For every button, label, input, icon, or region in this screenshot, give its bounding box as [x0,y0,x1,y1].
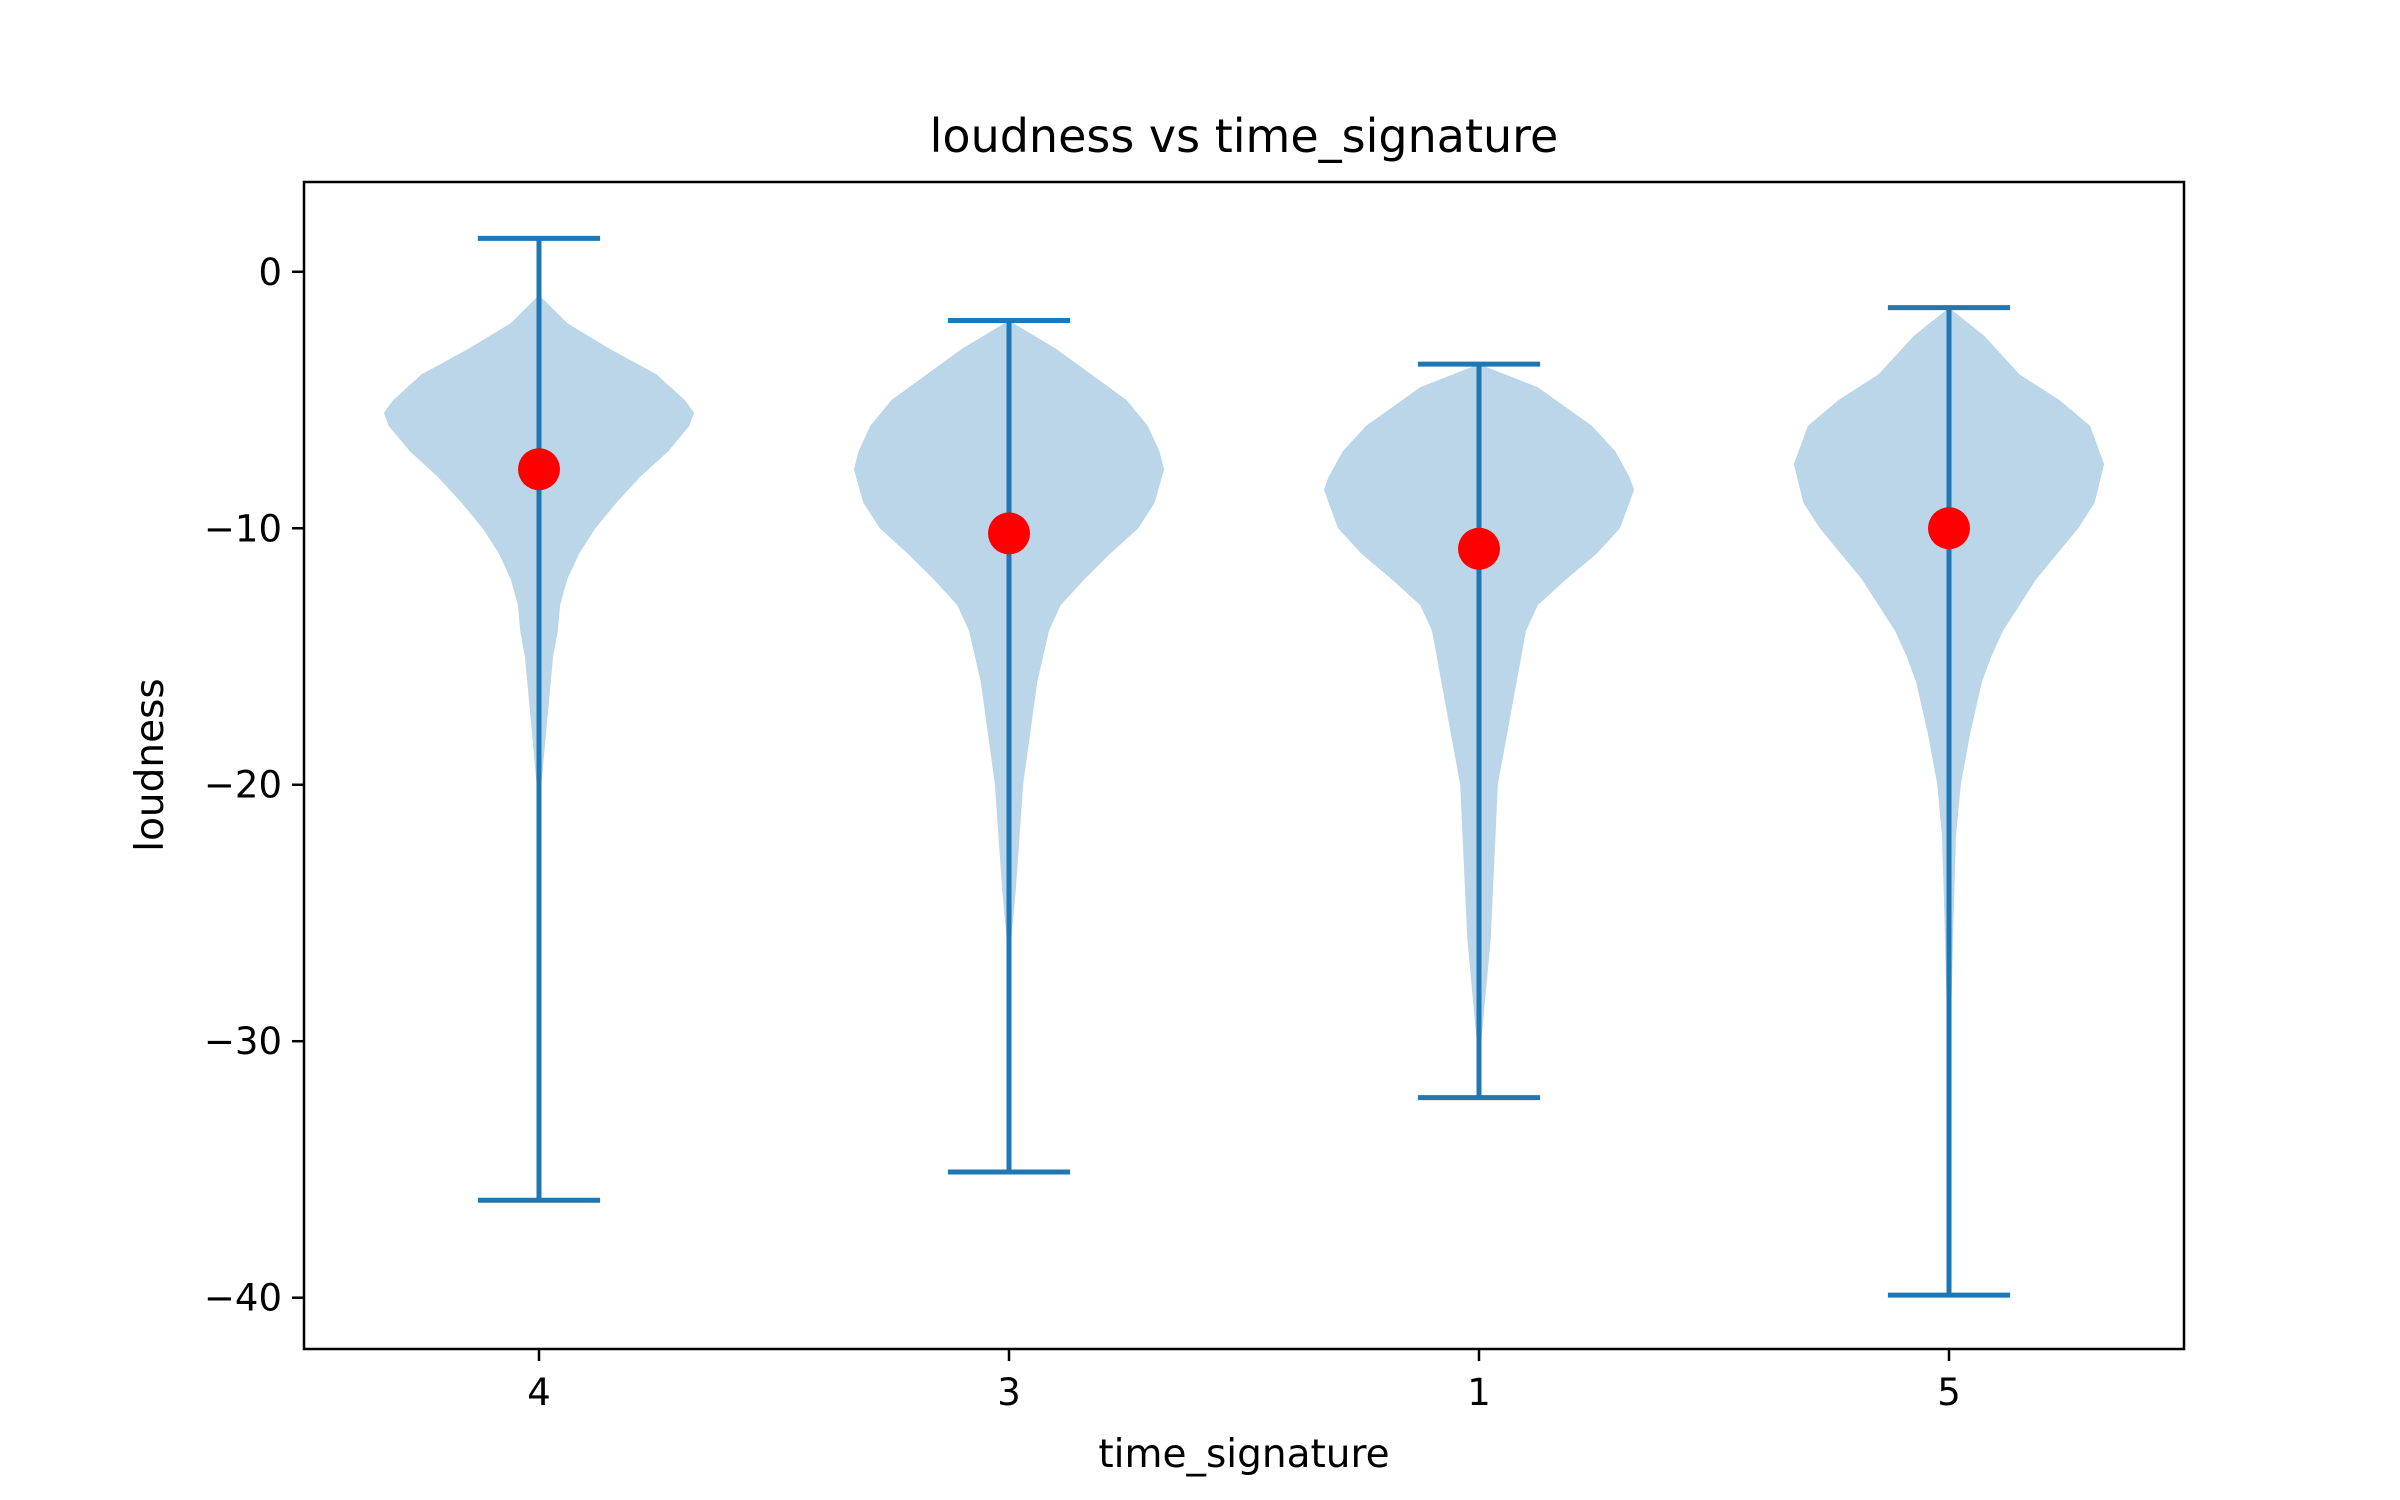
x-axis-label: time_signature [1098,1432,1389,1477]
y-tick-label: −20 [204,764,282,807]
chart-title: loudness vs time_signature [930,109,1559,163]
mean-marker-3 [988,512,1030,555]
mean-marker-1 [1458,527,1500,570]
y-tick-label: −10 [204,507,282,550]
x-tick-label: 5 [1937,1371,1961,1414]
mean-marker-4 [518,448,560,491]
y-tick-label: −30 [204,1020,282,1063]
y-tick-label: −40 [204,1277,282,1320]
x-tick-label: 3 [997,1371,1021,1414]
y-axis: 0 −10 −20 −30 −40 [204,251,304,1320]
y-tick-label: 0 [258,251,282,294]
plot-frame [302,180,2186,1351]
x-tick-label: 4 [527,1371,551,1414]
y-axis-label: loudness [128,678,173,852]
whiskers-layer [477,235,2011,1298]
x-tick-label: 1 [1467,1371,1491,1414]
mean-marker-5 [1928,507,1970,550]
means-layer [518,448,1970,570]
violins-layer [383,238,2105,1296]
x-axis: 4 3 1 5 [527,1349,1961,1414]
